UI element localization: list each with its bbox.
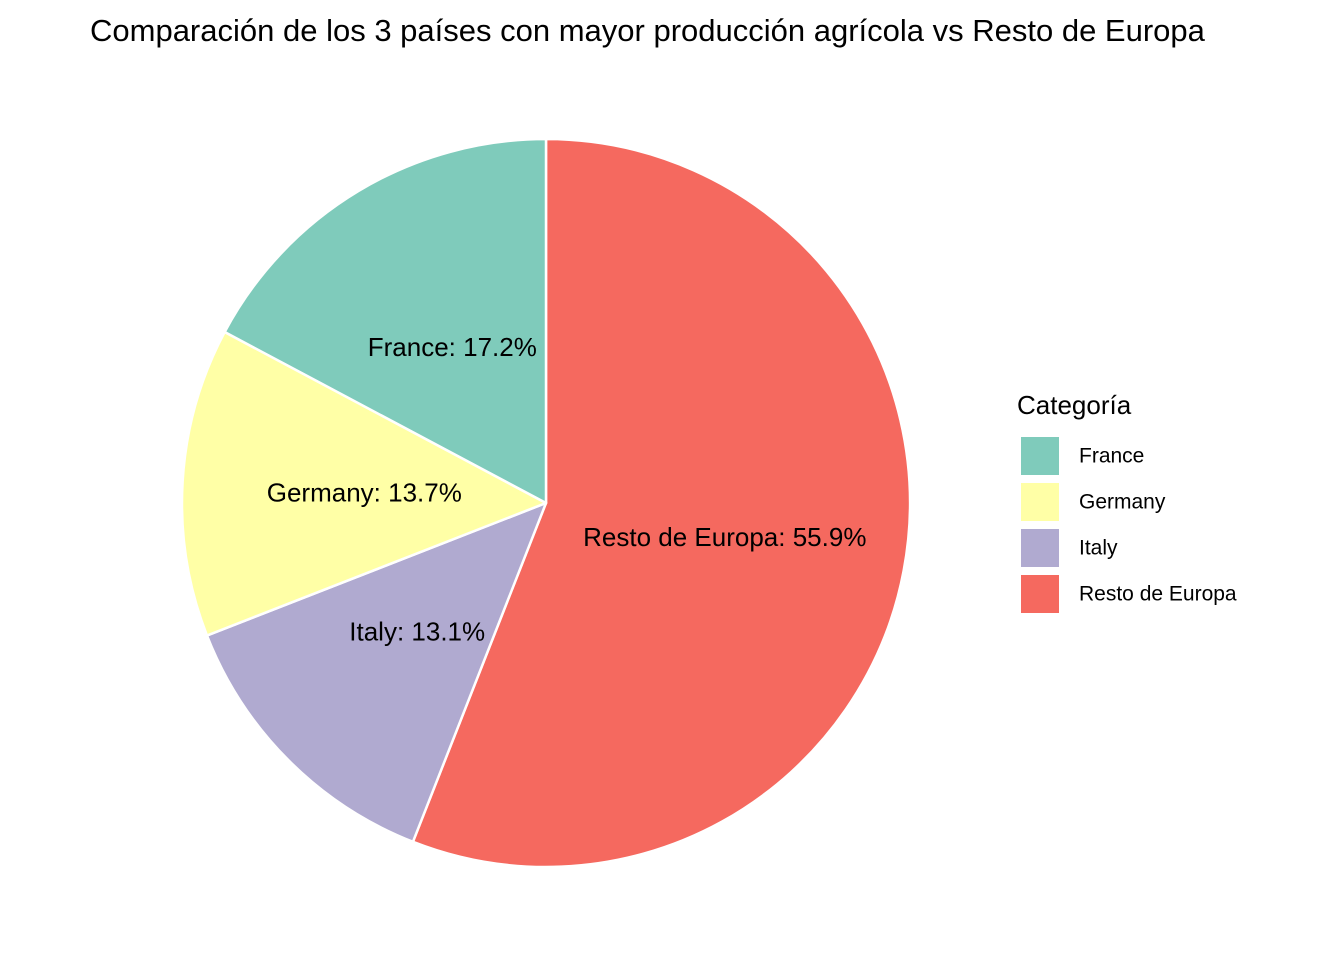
chart-title: Comparación de los 3 países con mayor pr… xyxy=(90,13,1206,48)
legend-label-france: France xyxy=(1079,445,1144,468)
legend-label-germany: Germany xyxy=(1079,491,1166,514)
pie-slice-resto-de-europa xyxy=(411,137,912,869)
legend-swatch-resto-de-europa xyxy=(1019,573,1061,615)
legend-swatch-france xyxy=(1019,435,1061,477)
slice-label-france: France: 17.2% xyxy=(368,332,537,362)
legend-swatch-germany xyxy=(1019,481,1061,523)
pie-slice-labels: Resto de Europa: 55.9% Italy: 13.1% German… xyxy=(267,332,867,647)
legend: Categoría France Germany Italy Resto de Eur… xyxy=(1017,390,1237,615)
pie-slice-germany xyxy=(180,330,548,637)
slice-label-italy: Italy: 13.1% xyxy=(349,617,485,647)
pie-slices xyxy=(180,137,912,869)
slice-label-germany: Germany: 13.7% xyxy=(267,477,462,507)
legend-title: Categoría xyxy=(1017,390,1132,420)
legend-label-resto-de-europa: Resto de Europa xyxy=(1079,583,1237,606)
slice-label-resto-de-europa: Resto de Europa: 55.9% xyxy=(583,522,866,552)
pie-slice-france xyxy=(223,137,548,505)
legend-swatch-italy xyxy=(1019,527,1061,569)
legend-label-italy: Italy xyxy=(1079,537,1118,560)
pie-slice-italy xyxy=(205,501,548,844)
